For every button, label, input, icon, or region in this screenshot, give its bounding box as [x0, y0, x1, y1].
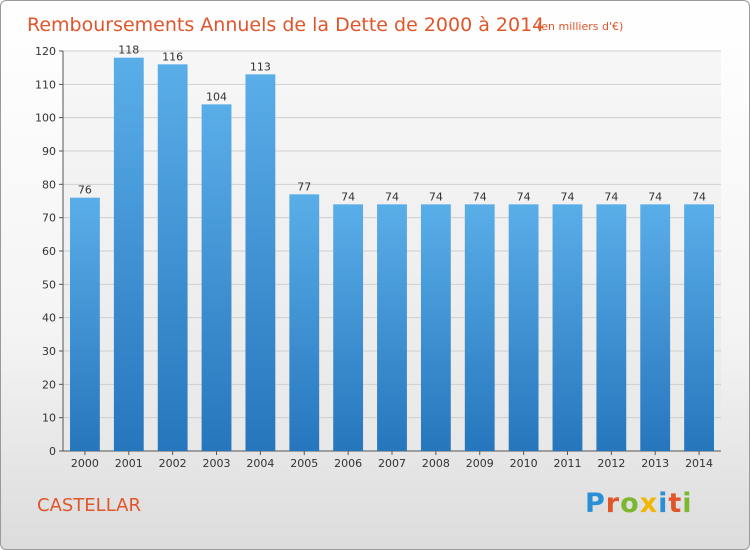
x-tick-label-2002: 2002 [159, 457, 187, 470]
y-tick-label: 0 [49, 445, 56, 458]
y-tick-label: 40 [42, 312, 56, 325]
bar-2009 [464, 204, 495, 451]
bar-2007 [377, 204, 407, 451]
bar-2004 [245, 74, 276, 451]
bar-2010 [508, 204, 539, 451]
data-label-2001: 118 [118, 44, 139, 57]
x-tick-label-2010: 2010 [510, 457, 538, 470]
y-tick-label: 80 [42, 178, 56, 191]
x-tick-label-2013: 2013 [641, 457, 669, 470]
y-tick-label: 30 [42, 345, 56, 358]
logo-letter: o [620, 488, 640, 519]
y-tick-label: 10 [42, 412, 56, 425]
data-label-2006: 74 [341, 190, 355, 203]
x-tick-label-2014: 2014 [685, 457, 713, 470]
bar-2006 [333, 204, 364, 451]
data-label-2009: 74 [473, 190, 487, 203]
logo-letter: i [682, 488, 693, 519]
data-label-2014: 74 [692, 190, 706, 203]
x-tick-label-2008: 2008 [422, 457, 450, 470]
x-tick-label-2009: 2009 [466, 457, 494, 470]
logo-letter: P [585, 488, 606, 519]
data-label-2007: 74 [385, 190, 399, 203]
bar-2012 [596, 204, 627, 451]
x-tick-label-2012: 2012 [597, 457, 625, 470]
y-tick-label: 70 [42, 212, 56, 225]
data-label-2013: 74 [648, 190, 662, 203]
x-tick-label-2000: 2000 [71, 457, 99, 470]
data-label-2004: 113 [250, 60, 271, 73]
y-tick-label: 90 [42, 145, 56, 158]
x-tick-label-2011: 2011 [553, 457, 581, 470]
bar-2011 [552, 204, 583, 451]
chart-title: Remboursements Annuels de la Dette de 20… [27, 14, 544, 36]
commune-name: CASTELLAR [37, 495, 141, 516]
data-label-2002: 116 [162, 50, 183, 63]
bar-2008 [420, 204, 451, 451]
x-tick-label-2004: 2004 [246, 457, 274, 470]
y-tick-label: 120 [35, 45, 56, 58]
proxiti-logo: Proxiti [585, 488, 693, 519]
x-tick-label-2007: 2007 [378, 457, 406, 470]
logo-letter: t [668, 488, 683, 519]
logo-letter: r [605, 488, 621, 519]
data-label-2012: 74 [604, 190, 618, 203]
chart-subtitle: (en milliers d'€) [537, 20, 623, 33]
y-tick-label: 110 [35, 78, 56, 91]
y-tick-label: 20 [42, 378, 56, 391]
bar-2000 [70, 197, 100, 451]
x-tick-label-2003: 2003 [203, 457, 231, 470]
x-tick-label-2001: 2001 [115, 457, 143, 470]
bar-2014 [684, 204, 714, 451]
bar-2003 [201, 104, 232, 451]
data-label-2000: 76 [78, 184, 92, 197]
data-label-2003: 104 [206, 90, 227, 103]
bar-2013 [640, 204, 671, 451]
y-tick-label: 100 [35, 112, 56, 125]
y-tick-label: 60 [42, 245, 56, 258]
data-label-2005: 77 [297, 180, 311, 193]
y-tick-label: 50 [42, 278, 56, 291]
logo-letter: x [639, 488, 659, 519]
bar-2001 [113, 57, 144, 452]
x-tick-label-2005: 2005 [290, 457, 318, 470]
data-label-2008: 74 [429, 190, 443, 203]
plot-area: 0 10 20 30 40 50 60 70 80 90 100 110 120 76 2000 118 200… [35, 44, 721, 470]
x-tick-label-2006: 2006 [334, 457, 362, 470]
bar-2002 [157, 64, 188, 452]
bar-2005 [289, 194, 320, 452]
data-label-2010: 74 [517, 190, 531, 203]
logo-letter: i [658, 488, 669, 519]
data-label-2011: 74 [560, 190, 574, 203]
